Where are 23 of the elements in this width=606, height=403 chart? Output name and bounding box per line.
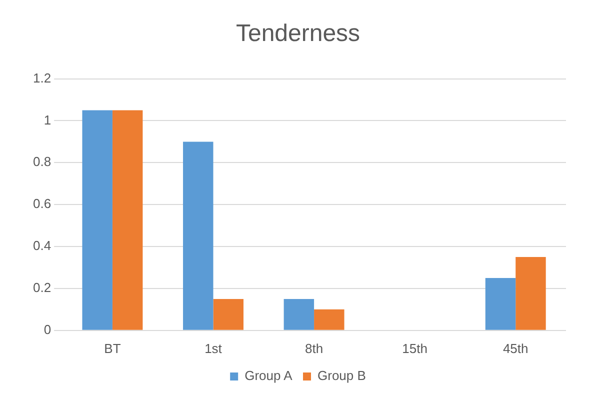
y-tick-label: 1.2: [32, 70, 52, 86]
y-tick-label: 0.2: [32, 280, 52, 296]
y-tick-label: 0: [44, 322, 52, 337]
x-tick-label: 45th: [502, 340, 528, 356]
chart-title: Tenderness: [236, 20, 360, 48]
y-tick-label: 0.4: [32, 238, 52, 254]
y-tick-label: 0.8: [32, 154, 52, 170]
x-tick-label: 15th: [402, 340, 428, 356]
x-tick-label: BT: [104, 340, 121, 356]
x-tick-label: 1st: [204, 340, 222, 356]
y-tick-label: 1: [44, 112, 52, 128]
bar: [485, 278, 516, 330]
legend-label: Group A: [244, 368, 293, 384]
bar: [183, 142, 214, 330]
bar: [314, 309, 344, 330]
bar: [112, 110, 143, 330]
bar: [516, 257, 546, 330]
y-tick-label: 0.6: [32, 196, 52, 212]
bar: [213, 298, 244, 330]
x-tick-label: 8th: [304, 340, 324, 356]
legend-label: Group B: [318, 368, 366, 384]
bar: [82, 110, 112, 330]
bar: [284, 298, 314, 330]
